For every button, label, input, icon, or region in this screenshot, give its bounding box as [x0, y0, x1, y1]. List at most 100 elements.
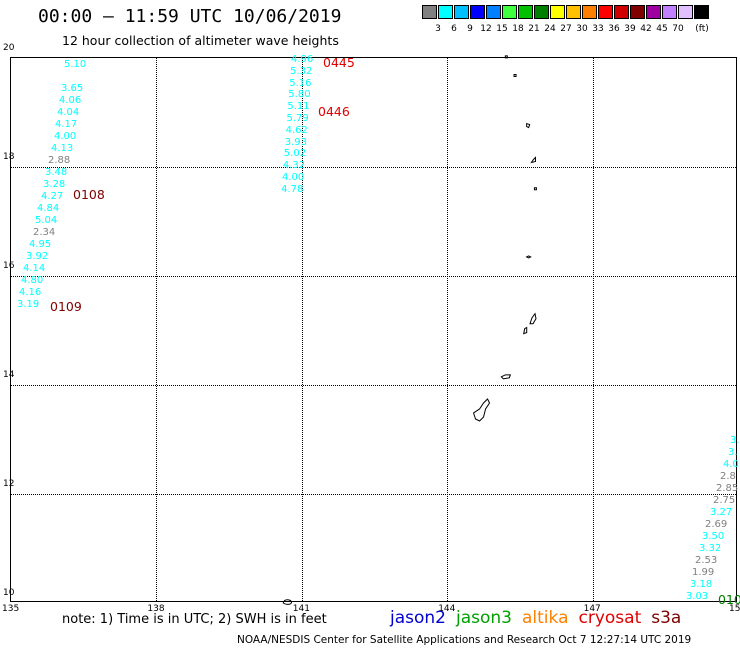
- wave-height-value: 4.80: [21, 275, 44, 286]
- y-tick-label: 20: [3, 43, 15, 53]
- pass-id-label: 0109: [50, 299, 82, 314]
- wave-height-value: 3.48: [45, 167, 68, 178]
- gridline-vertical: [156, 58, 158, 601]
- wave-height-value: 2.53: [695, 555, 718, 566]
- x-tick-label: 141: [292, 604, 310, 614]
- wave-height-value: 4.27: [41, 191, 64, 202]
- legend-label: 36: [608, 24, 620, 34]
- legend-label: 9: [467, 24, 473, 34]
- legend-label: 15: [496, 24, 508, 34]
- gridline-vertical: [592, 58, 594, 601]
- wave-height-value: 4.06: [59, 95, 82, 106]
- x-tick-label: 135: [2, 604, 20, 614]
- wave-height-value: 2.8: [720, 471, 736, 482]
- island-outline: [472, 398, 491, 422]
- x-tick-label: 150: [729, 604, 740, 614]
- coastline-layer: [282, 55, 537, 605]
- legend-label: 45: [656, 24, 668, 34]
- legend-swatch: [470, 5, 485, 19]
- legend-label: 70: [672, 24, 684, 34]
- wave-height-value: 3.50: [702, 531, 725, 542]
- wave-height-value: 5.32: [290, 65, 313, 77]
- y-tick-label: 12: [3, 479, 15, 489]
- island-outline: [529, 312, 537, 325]
- satellite-legend-item: s3a: [651, 608, 682, 628]
- legend-swatch: [534, 5, 549, 19]
- legend-swatch: [662, 5, 677, 19]
- wave-height-value: 4.78: [281, 183, 304, 195]
- wave-height-value: 5.10: [64, 59, 87, 70]
- legend-swatch: [502, 5, 517, 19]
- wave-height-value: 4.32: [282, 160, 306, 172]
- legend-label: 24: [544, 24, 556, 34]
- wave-height-value: 5.11: [287, 101, 310, 113]
- wave-height-value: 4.17: [55, 119, 78, 130]
- legend-label: 6: [451, 24, 457, 34]
- x-tick-label: 138: [147, 604, 165, 614]
- wave-height-value: 3.: [728, 447, 738, 458]
- wave-height-value: 4.95: [29, 239, 52, 250]
- legend-swatch: [550, 5, 565, 19]
- legend-label: (ft): [695, 24, 709, 34]
- wave-height-value: 2.88: [48, 155, 71, 166]
- legend-label: 21: [528, 24, 540, 34]
- legend-label: 30: [576, 24, 588, 34]
- legend-swatch: [678, 5, 693, 19]
- legend-label: 33: [592, 24, 604, 34]
- pass-id-label: 0446: [318, 104, 350, 119]
- wave-height-value: 4.00: [282, 172, 305, 183]
- island-outline: [525, 255, 532, 259]
- x-tick-label: 144: [438, 604, 456, 614]
- x-tick-label: 147: [583, 604, 601, 614]
- island-outline: [504, 55, 508, 59]
- footer-note: note: 1) Time is in UTC; 2) SWH is in fe…: [62, 612, 327, 627]
- wave-height-value: 4.04: [57, 107, 80, 118]
- legend-swatch: [438, 5, 453, 19]
- legend-label: 42: [640, 24, 652, 34]
- island-outline: [500, 374, 512, 380]
- wave-height-value: 4.96: [291, 54, 314, 65]
- wave-height-value: 3.19: [17, 299, 40, 310]
- wave-height-value: 2.34: [33, 227, 56, 238]
- island-outline: [526, 122, 531, 129]
- wave-height-value: 4.62: [285, 124, 308, 136]
- legend-swatch: [454, 5, 469, 19]
- map-plot-area: 3.19 4.16 4.80 4.14 3.92 4.95 2.34 5.04 4.84 4.27…: [10, 54, 740, 607]
- wave-height-value: 5.02: [283, 148, 307, 160]
- island-outline: [533, 187, 537, 191]
- gridline-horizontal: [11, 494, 736, 495]
- satellite-legend-item: jason3: [456, 608, 512, 628]
- chart-title: 00:00 – 11:59 UTC 10/06/2019: [38, 6, 342, 27]
- y-tick-label: 16: [3, 261, 15, 271]
- wave-height-value: 5.04: [35, 215, 58, 226]
- legend-swatch: [566, 5, 581, 19]
- pass-id-label: 010: [718, 592, 740, 607]
- wave-height-value: 3.65: [61, 83, 84, 94]
- legend-swatch: [646, 5, 661, 19]
- wave-height-value: 4.16: [19, 287, 42, 298]
- island-outline: [282, 599, 293, 605]
- wave-height-value: 4.13: [51, 143, 74, 154]
- wave-height-value: 3.: [730, 435, 740, 446]
- y-tick-label: 14: [3, 370, 15, 380]
- legend-label: 12: [480, 24, 492, 34]
- wave-height-value: 3.28: [43, 179, 66, 190]
- legend-swatch: [614, 5, 629, 19]
- y-tick-label: 10: [3, 588, 15, 598]
- pass-id-label: 0108: [73, 187, 105, 202]
- legend-label: 27: [560, 24, 572, 34]
- legend-label: 39: [624, 24, 636, 34]
- island-outline: [513, 73, 517, 77]
- island-outline: [530, 156, 536, 164]
- gridline-horizontal: [11, 276, 736, 277]
- wave-height-value: 3.92: [26, 251, 49, 262]
- pass-id-label: 0445: [323, 55, 355, 70]
- wave-height-value: 1.99: [692, 567, 715, 578]
- wave-height-value: 4.84: [37, 203, 60, 214]
- legend-swatch: [582, 5, 597, 19]
- wave-height-value: 4.0: [723, 459, 739, 470]
- legend-swatch: [422, 5, 437, 19]
- legend-swatch: [598, 5, 613, 19]
- credit-line: NOAA/NESDIS Center for Satellite Applica…: [237, 634, 692, 646]
- wave-height-value: 3.18: [690, 579, 713, 590]
